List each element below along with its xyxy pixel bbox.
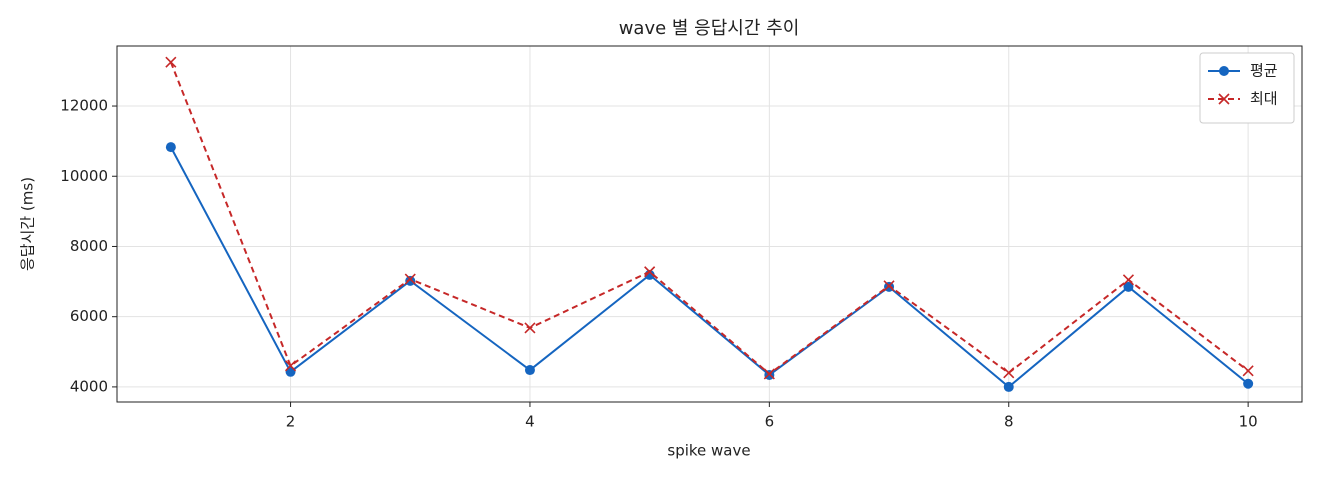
point (1122, 274, 1135, 286)
point (524, 365, 535, 376)
y-tick-label: 4000 (70, 377, 108, 395)
point (165, 142, 176, 153)
x-tick-label: 10 (1239, 413, 1258, 431)
point (644, 266, 656, 278)
x-tick-label: 2 (286, 413, 296, 431)
point (763, 368, 775, 380)
line (169, 146, 1249, 389)
plot-frame (116, 45, 1303, 403)
y-tick-label: 6000 (70, 307, 108, 325)
line (169, 61, 1249, 376)
y-axis-label: 응답시간 (ms) (19, 177, 37, 271)
point (1123, 281, 1134, 292)
point (1003, 367, 1015, 379)
point (524, 322, 536, 334)
point (284, 360, 297, 372)
point (165, 56, 177, 68)
point (404, 273, 416, 285)
chart-title: wave 별 응답시간 추이 (619, 18, 800, 39)
x-tick-label: 8 (1004, 413, 1014, 431)
y-tick-label: 12000 (60, 97, 108, 115)
point (1242, 365, 1254, 377)
point (1003, 381, 1014, 392)
y-tick-label: 10000 (60, 167, 108, 185)
y-tick-label: 8000 (70, 237, 108, 255)
point (1219, 66, 1229, 76)
point (1243, 378, 1254, 389)
legend-label: 최대 (1250, 90, 1278, 108)
legend-box (1199, 52, 1295, 124)
legend-label: 평균 (1250, 62, 1278, 80)
x-tick-label: 4 (525, 413, 535, 431)
point (405, 275, 416, 286)
point (883, 280, 895, 292)
x-axis-label: spike wave (667, 442, 750, 460)
x-tick-label: 6 (765, 413, 775, 431)
point (1218, 93, 1230, 105)
